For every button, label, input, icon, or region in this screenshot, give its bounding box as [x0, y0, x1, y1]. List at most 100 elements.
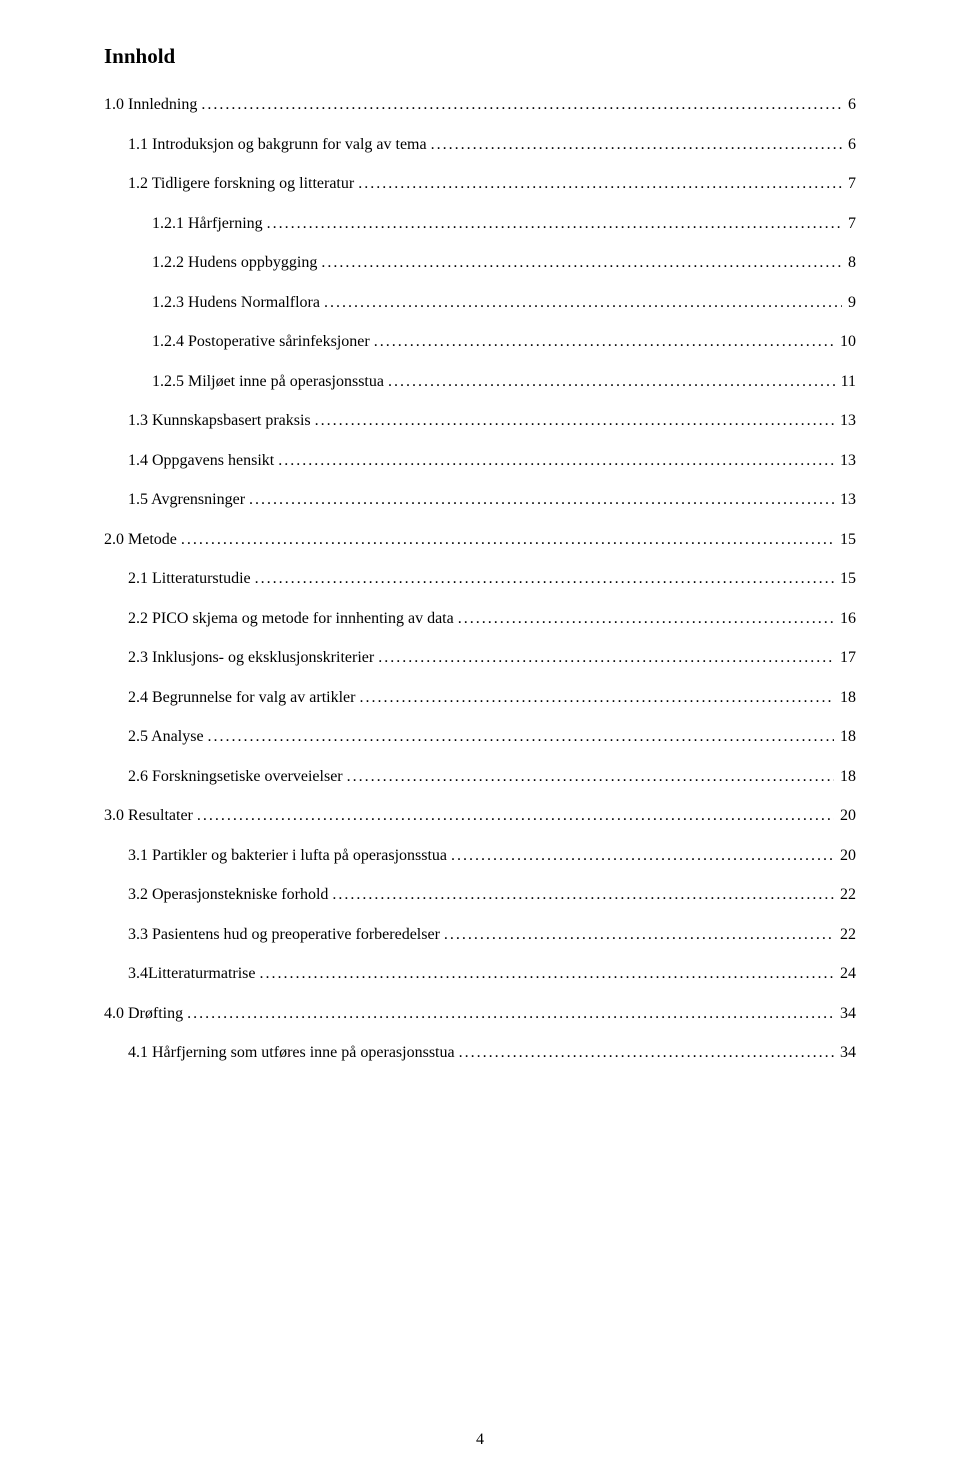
toc-entry-page: 10 [834, 330, 856, 354]
toc-entry-label: 2.2 PICO skjema og metode for innhenting… [128, 607, 458, 631]
toc-entry: 1.2 Tidligere forskning og litteratur 7 [104, 172, 856, 196]
toc-entry-leader [197, 804, 834, 828]
toc-entry-label: 1.2.2 Hudens oppbygging [152, 251, 321, 275]
toc-entry-label: 3.0 Resultater [104, 804, 197, 828]
toc-entry-leader [267, 212, 842, 236]
toc-entry: 3.0 Resultater 20 [104, 804, 856, 828]
toc-entry-page: 9 [842, 291, 856, 315]
toc-entry: 1.2.5 Miljøet inne på operasjonsstua 11 [104, 370, 856, 394]
toc-entry-leader [459, 1041, 834, 1065]
toc-entry-page: 7 [842, 172, 856, 196]
toc-entry-label: 1.4 Oppgavens hensikt [128, 449, 278, 473]
toc-entry: 1.3 Kunnskapsbasert praksis 13 [104, 409, 856, 433]
toc-entry: 2.3 Inklusjons- og eksklusjonskriterier1… [104, 646, 856, 670]
toc-entry: 1.5 Avgrensninger 13 [104, 488, 856, 512]
toc-entry-page: 17 [834, 646, 856, 670]
toc-entry-label: 2.0 Metode [104, 528, 181, 552]
toc-entry-label: 3.2 Operasjonstekniske forhold [128, 883, 332, 907]
toc-entry-leader [278, 449, 834, 473]
toc-entry-label: 1.2.1 Hårfjerning [152, 212, 267, 236]
toc-entry-leader [378, 646, 834, 670]
toc-entry: 4.1 Hårfjerning som utføres inne på oper… [104, 1041, 856, 1065]
toc-entry-label: 1.2.5 Miljøet inne på operasjonsstua [152, 370, 388, 394]
toc-entry-page: 15 [834, 567, 856, 591]
toc-entry-leader [458, 607, 834, 631]
toc-entry-leader [444, 923, 834, 947]
toc-entry-leader [187, 1002, 834, 1026]
toc-entry: 1.2.4 Postoperative sårinfeksjoner 10 [104, 330, 856, 354]
toc-entry-label: 1.3 Kunnskapsbasert praksis [128, 409, 315, 433]
toc-entry: 1.1 Introduksjon og bakgrunn for valg av… [104, 133, 856, 157]
toc-list: 1.0 Innledning 6 1.1 Introduksjon og bakgr… [104, 93, 856, 1065]
toc-entry: 1.4 Oppgavens hensikt 13 [104, 449, 856, 473]
toc-entry-leader [388, 370, 835, 394]
toc-entry-leader [374, 330, 834, 354]
toc-entry-leader [181, 528, 834, 552]
toc-entry-leader [324, 291, 842, 315]
toc-entry-label: 4.0 Drøfting [104, 1002, 187, 1026]
toc-entry: 3.2 Operasjonstekniske forhold 22 [104, 883, 856, 907]
toc-entry-page: 18 [834, 765, 856, 789]
toc-entry-leader [451, 844, 834, 868]
toc-entry-page: 15 [834, 528, 856, 552]
toc-entry: 2.5 Analyse 18 [104, 725, 856, 749]
toc-title: Innhold [104, 44, 856, 69]
toc-entry-page: 16 [834, 607, 856, 631]
toc-entry-page: 24 [834, 962, 856, 986]
toc-entry-page: 22 [834, 923, 856, 947]
toc-entry-page: 7 [842, 212, 856, 236]
toc-entry-label: 1.0 Innledning [104, 93, 201, 117]
toc-entry-label: 1.1 Introduksjon og bakgrunn for valg av… [128, 133, 431, 157]
toc-entry-label: 1.2.3 Hudens Normalflora [152, 291, 324, 315]
toc-entry-leader [201, 93, 842, 117]
toc-entry-label: 2.6 Forskningsetiske overveielser [128, 765, 347, 789]
toc-entry-leader [249, 488, 834, 512]
toc-entry-page: 8 [842, 251, 856, 275]
toc-entry: 2.6 Forskningsetiske overveielser 18 [104, 765, 856, 789]
toc-entry-leader [315, 409, 834, 433]
toc-entry-label: 1.2.4 Postoperative sårinfeksjoner [152, 330, 374, 354]
toc-entry-leader [208, 725, 834, 749]
toc-entry: 1.2.3 Hudens Normalflora 9 [104, 291, 856, 315]
toc-entry-page: 11 [835, 370, 856, 394]
toc-entry-leader [358, 172, 842, 196]
toc-entry-leader [321, 251, 842, 275]
toc-entry-leader [255, 567, 834, 591]
page-number: 4 [0, 1431, 960, 1449]
toc-entry-label: 1.2 Tidligere forskning og litteratur [128, 172, 358, 196]
toc-entry: 2.0 Metode 15 [104, 528, 856, 552]
toc-entry-page: 18 [834, 686, 856, 710]
toc-entry-page: 22 [834, 883, 856, 907]
toc-entry: 2.1 Litteraturstudie 15 [104, 567, 856, 591]
toc-entry-page: 34 [834, 1041, 856, 1065]
toc-entry-leader [347, 765, 834, 789]
toc-entry-page: 18 [834, 725, 856, 749]
toc-entry: 1.2.1 Hårfjerning 7 [104, 212, 856, 236]
toc-entry: 2.2 PICO skjema og metode for innhenting… [104, 607, 856, 631]
toc-entry-leader [359, 686, 834, 710]
toc-entry: 1.2.2 Hudens oppbygging 8 [104, 251, 856, 275]
toc-entry-label: 4.1 Hårfjerning som utføres inne på oper… [128, 1041, 459, 1065]
toc-entry-leader [431, 133, 842, 157]
toc-entry-label: 2.1 Litteraturstudie [128, 567, 255, 591]
toc-entry-page: 13 [834, 488, 856, 512]
toc-entry-leader [260, 962, 834, 986]
toc-entry: 2.4 Begrunnelse for valg av artikler18 [104, 686, 856, 710]
toc-entry-page: 6 [842, 93, 856, 117]
toc-entry: 1.0 Innledning 6 [104, 93, 856, 117]
toc-entry-label: 3.4Litteraturmatrise [128, 962, 260, 986]
toc-entry-page: 20 [834, 804, 856, 828]
toc-entry-page: 34 [834, 1002, 856, 1026]
toc-entry-label: 2.5 Analyse [128, 725, 208, 749]
toc-entry: 3.1 Partikler og bakterier i lufta på op… [104, 844, 856, 868]
toc-entry-page: 20 [834, 844, 856, 868]
toc-entry: 3.4Litteraturmatrise 24 [104, 962, 856, 986]
toc-entry-page: 13 [834, 449, 856, 473]
toc-entry-leader [332, 883, 834, 907]
toc-entry-page: 13 [834, 409, 856, 433]
toc-entry-label: 3.3 Pasientens hud og preoperative forbe… [128, 923, 444, 947]
toc-entry-label: 1.5 Avgrensninger [128, 488, 249, 512]
toc-entry: 3.3 Pasientens hud og preoperative forbe… [104, 923, 856, 947]
toc-entry-page: 6 [842, 133, 856, 157]
toc-entry-label: 3.1 Partikler og bakterier i lufta på op… [128, 844, 451, 868]
